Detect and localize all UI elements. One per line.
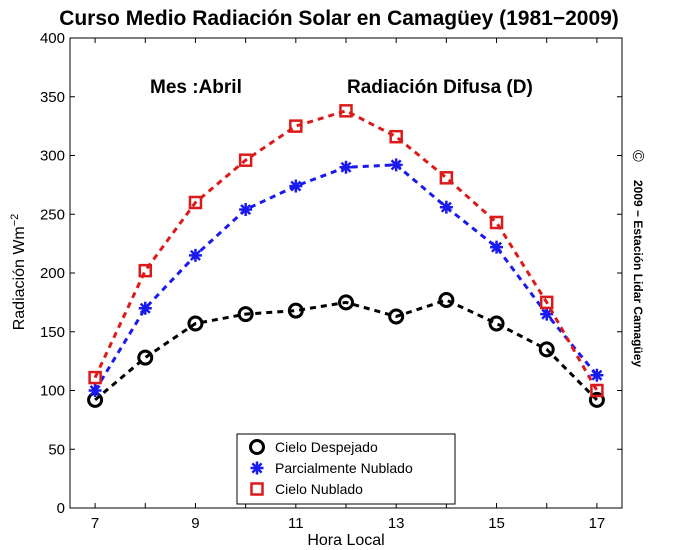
side-note-text: 2009 − Estación Lidar Camagüey xyxy=(631,180,645,367)
data-point xyxy=(138,263,153,278)
data-point xyxy=(439,200,453,214)
data-point xyxy=(338,294,354,311)
data-point xyxy=(389,158,403,172)
data-point xyxy=(339,104,353,118)
data-point xyxy=(289,179,303,193)
data-point xyxy=(188,195,203,210)
series-line xyxy=(94,298,598,402)
y-tick-label: 300 xyxy=(40,148,65,165)
data-point xyxy=(540,307,554,321)
legend: Cielo Despejado Parcialmente Nublado Cielo… xyxy=(236,433,456,505)
annotation-month: Mes :Abril xyxy=(150,77,242,98)
legend-item: Cielo Despejado xyxy=(249,439,378,455)
data-point xyxy=(490,240,504,254)
x-tick-label: 7 xyxy=(91,515,99,532)
y-tick-label: 0 xyxy=(57,500,65,517)
data-point xyxy=(238,153,253,167)
series-circle xyxy=(87,292,605,408)
data-point xyxy=(489,215,504,230)
copyright-symbol: © xyxy=(629,150,646,162)
data-point xyxy=(287,302,304,319)
data-point xyxy=(138,301,152,315)
data-point xyxy=(187,315,204,332)
data-point xyxy=(590,383,604,398)
x-tick-label: 11 xyxy=(288,515,304,532)
series-square xyxy=(88,104,604,398)
data-point xyxy=(438,292,455,309)
annotation-radiation-type: Radiación Difusa (D) xyxy=(347,77,533,98)
data-point xyxy=(588,391,605,408)
legend-label: Cielo Nublado xyxy=(275,481,363,497)
y-tick-label: 100 xyxy=(40,383,65,400)
data-point xyxy=(289,119,303,133)
y-axis: 0 50 100 150 200 250 300 350 400 xyxy=(40,30,622,517)
y-tick-label: 350 xyxy=(40,89,65,106)
legend-marker xyxy=(249,439,265,455)
y-tick-label: 400 xyxy=(40,30,65,47)
y-tick-label: 250 xyxy=(40,206,65,223)
legend-item: Parcialmente Nublado xyxy=(250,460,413,476)
legend-label: Cielo Despejado xyxy=(275,439,378,455)
data-point xyxy=(590,368,604,382)
x-tick-label: 9 xyxy=(191,515,199,532)
x-axis-label: Hora Local xyxy=(307,532,384,549)
x-tick-label: 17 xyxy=(589,515,606,532)
legend-box xyxy=(236,433,456,505)
data-point xyxy=(88,384,102,397)
legend-item: Cielo Nublado xyxy=(250,481,363,497)
x-axis: 7 9 11 13 15 17 xyxy=(91,38,605,532)
data-point xyxy=(439,171,454,185)
x-tick-label: 13 xyxy=(388,515,405,532)
series-asterisk xyxy=(88,158,604,397)
data-point xyxy=(389,129,403,144)
data-point xyxy=(137,349,154,366)
side-note: © 2009 − Estación Lidar Camagüey xyxy=(629,150,646,367)
y-axis-label: Radiación Wm−2 xyxy=(9,214,28,331)
data-point xyxy=(88,370,102,385)
data-point xyxy=(339,160,353,174)
data-point xyxy=(188,248,202,262)
y-tick-label: 50 xyxy=(48,441,65,458)
legend-label: Parcialmente Nublado xyxy=(275,460,413,476)
data-point xyxy=(488,315,505,332)
data-point xyxy=(239,203,253,217)
data-point xyxy=(539,295,554,310)
legend-marker xyxy=(250,461,264,475)
data-point xyxy=(538,341,555,358)
x-tick-label: 15 xyxy=(488,515,505,532)
y-tick-label: 200 xyxy=(40,265,65,282)
y-tick-label: 150 xyxy=(40,324,65,341)
series-layer xyxy=(87,104,605,408)
data-point xyxy=(237,306,254,323)
data-point xyxy=(388,308,405,325)
chart-title: Curso Medio Radiación Solar en Camagüey … xyxy=(59,7,619,30)
legend-marker xyxy=(250,482,264,496)
